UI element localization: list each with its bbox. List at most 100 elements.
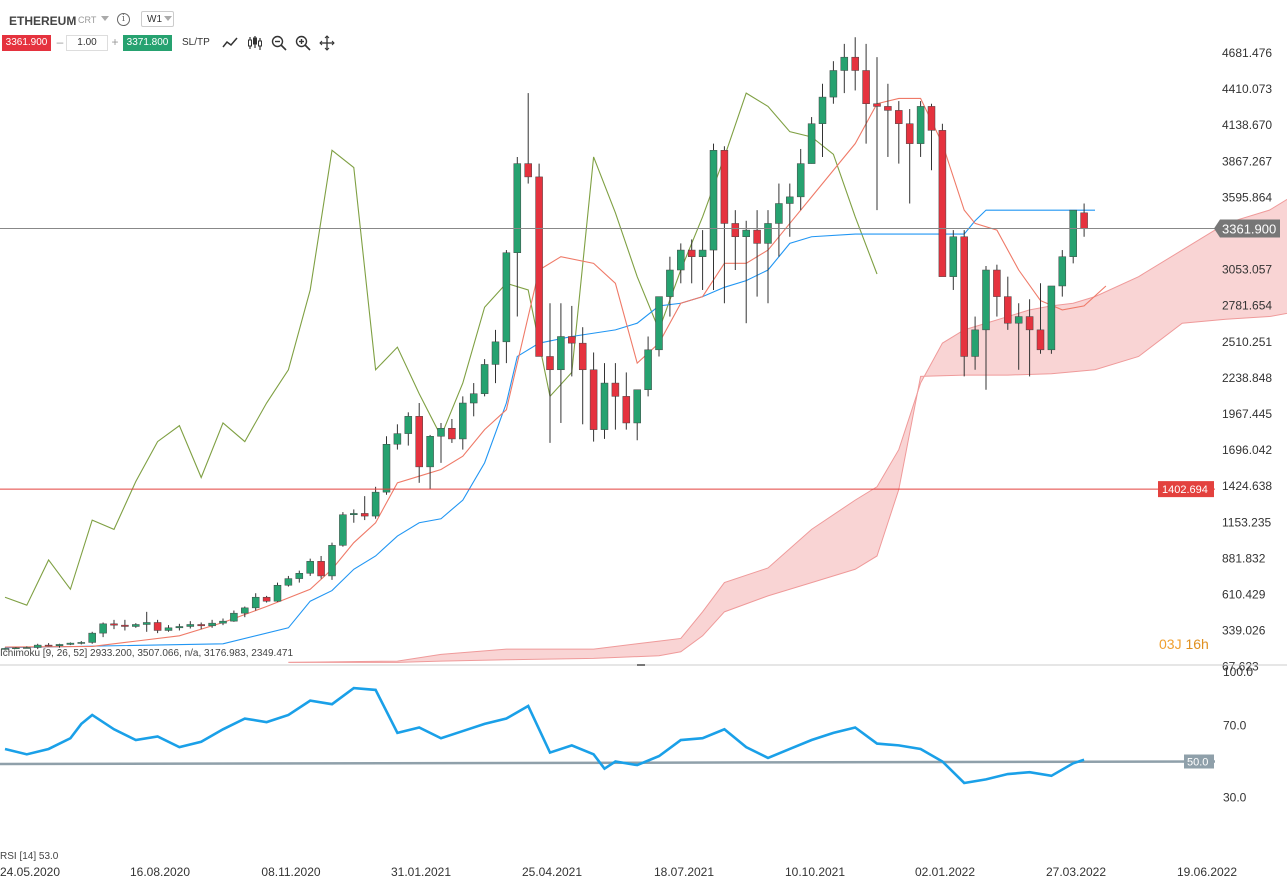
price-levels	[0, 228, 1215, 490]
candle-body	[1, 648, 9, 650]
rsi-level-label: 50.0	[1187, 757, 1208, 769]
candle-body	[306, 561, 314, 574]
candle-body	[55, 644, 64, 647]
countdown-hours: 16h	[1185, 636, 1209, 652]
trend-line-icon[interactable]	[221, 34, 239, 52]
candle-body	[578, 342, 587, 371]
current-price-tag	[1214, 219, 1280, 238]
cloud-layer	[288, 198, 1287, 663]
date-tick-label: 31.01.2021	[391, 865, 451, 879]
price-tick-label: 1424.638	[1222, 479, 1272, 493]
candle-body	[241, 607, 249, 614]
quantity-input[interactable]: 1.00	[66, 35, 108, 51]
candle-body	[611, 382, 620, 397]
decrease-quantity-button[interactable]: –	[56, 35, 64, 49]
candle-body	[284, 578, 293, 586]
candle-body	[393, 433, 402, 445]
price-tick-label: 4410.073	[1222, 82, 1272, 96]
price-tick-label: 4138.670	[1222, 118, 1272, 132]
date-tick-label: 27.03.2022	[1046, 865, 1106, 879]
rsi-level-tag	[1184, 754, 1214, 769]
candle-body	[448, 428, 456, 440]
current-price-label: 3361.900	[1222, 222, 1276, 237]
candle-body	[731, 223, 740, 238]
price-tick-label: 2238.848	[1222, 371, 1272, 385]
candle-body	[873, 103, 881, 107]
horizontal-level-label: 1402.694	[1162, 484, 1208, 496]
zoom-in-icon[interactable]	[294, 34, 312, 52]
candle-body	[142, 622, 151, 625]
date-tick-label: 24.05.2020	[0, 865, 60, 879]
candle-body	[687, 249, 696, 257]
sell-button[interactable]: 3361.900	[2, 35, 51, 51]
tenkan-sen	[4, 97, 1107, 648]
price-tick-label: 1153.235	[1222, 515, 1271, 529]
ichimoku-legend[interactable]: Ichimoku [9, 26, 52] 2933.200, 3507.066,…	[0, 648, 294, 659]
candle-body	[491, 341, 500, 365]
candle-body	[698, 249, 707, 257]
date-tick-label: 19.06.2022	[1177, 865, 1237, 879]
candle-body	[44, 644, 53, 647]
candle-body	[251, 596, 260, 609]
candle-body	[1080, 212, 1088, 230]
candle-body	[622, 396, 631, 424]
chevron-down-icon[interactable]	[164, 16, 172, 21]
candle-body	[524, 163, 532, 178]
candle-body	[502, 252, 511, 343]
candle-body	[186, 624, 195, 627]
candle-body	[66, 642, 75, 645]
candle-body	[350, 513, 358, 515]
candle-body	[851, 56, 859, 71]
candle-body	[666, 269, 674, 297]
candle-body	[317, 561, 325, 577]
candle-body	[371, 491, 380, 517]
zoom-out-icon[interactable]	[270, 34, 288, 52]
candle-body	[862, 70, 870, 104]
date-tick-label: 16.08.2020	[130, 865, 190, 879]
candle-body	[720, 150, 729, 224]
candle-body	[568, 336, 576, 344]
candle-body	[546, 356, 554, 371]
chevron-down-icon[interactable]	[101, 16, 109, 21]
candle-body	[360, 513, 369, 517]
candles	[1, 37, 1088, 650]
sltp-button[interactable]: SL/TP	[182, 37, 210, 48]
rsi-tick-label: 100.0	[1223, 665, 1253, 679]
candle-body	[197, 624, 205, 627]
candle-body	[807, 123, 816, 164]
price-tick-label: 67.623	[1222, 660, 1259, 674]
crosshair-icon[interactable]	[318, 34, 336, 52]
info-icon[interactable]: i	[117, 13, 130, 26]
candle-body	[840, 56, 849, 71]
price-tick-label: 4681.476	[1222, 46, 1272, 60]
buy-button[interactable]: 3371.800	[123, 35, 172, 51]
candle-body	[1058, 256, 1067, 287]
chikou-span	[4, 92, 878, 606]
kijun-sen	[4, 209, 1095, 649]
indicators-icon[interactable]	[246, 34, 264, 52]
candle-body	[884, 106, 892, 111]
candle-body	[775, 203, 783, 224]
senkou-span-b	[288, 312, 1287, 663]
rsi-line	[4, 686, 1085, 785]
candle-body	[295, 573, 304, 579]
candle-body	[600, 382, 609, 430]
candle-body	[110, 623, 118, 626]
date-tick-label: 08.11.2020	[261, 865, 320, 879]
rsi-level-line	[0, 760, 1216, 766]
chart-type-select[interactable]: CRT	[78, 15, 97, 25]
candle-body	[927, 106, 936, 131]
timeframe-select[interactable]: W1	[141, 11, 174, 27]
candle-body	[895, 110, 903, 124]
candle-body	[175, 626, 184, 629]
trade-toolbar: 3361.900 – 1.00 + 3371.800 SL/TP	[0, 33, 400, 53]
increase-quantity-button[interactable]: +	[111, 35, 119, 49]
rsi-legend[interactable]: RSI [14] 53.0	[0, 851, 59, 862]
candle-body	[1025, 316, 1034, 331]
candle-body	[513, 163, 522, 253]
candle-body	[709, 150, 718, 251]
candle-body	[88, 632, 96, 643]
rsi-panel: 100.0 70.0 30.0 50.0	[0, 664, 1287, 804]
candle-body	[469, 393, 478, 404]
